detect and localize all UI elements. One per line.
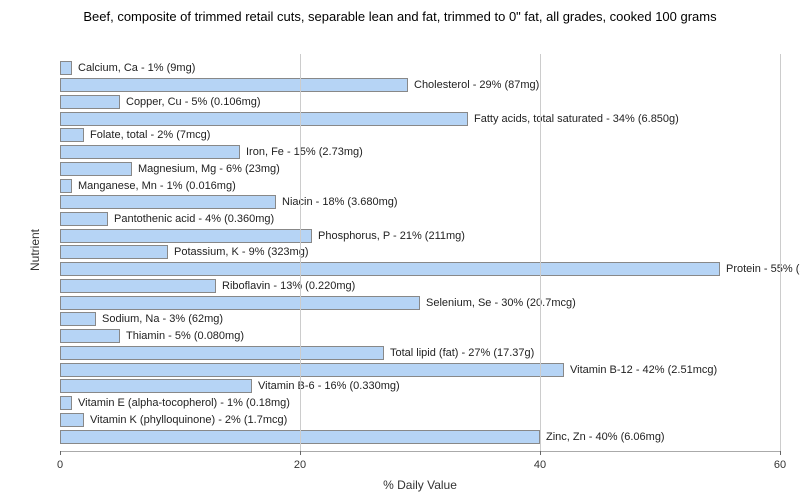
x-axis-title: % Daily Value [60,478,780,492]
bar-row: Phosphorus, P - 21% (211mg) [60,229,780,243]
bars-container: Calcium, Ca - 1% (9mg) Cholesterol - 29% … [60,60,780,445]
bar-label: Fatty acids, total saturated - 34% (6.85… [468,113,679,125]
bar-row: Vitamin E (alpha-tocopherol) - 1% (0.18m… [60,396,780,410]
x-tick [300,451,301,455]
x-tick-label: 40 [534,459,546,471]
bar-row: Potassium, K - 9% (323mg) [60,245,780,259]
bar-row: Vitamin B-12 - 42% (2.51mcg) [60,363,780,377]
bar-label: Magnesium, Mg - 6% (23mg) [132,163,280,175]
bar [60,245,168,259]
bar-row: Total lipid (fat) - 27% (17.37g) [60,346,780,360]
x-tick-label: 0 [57,459,63,471]
bar-label: Selenium, Se - 30% (20.7mcg) [420,297,576,309]
bar-row: Riboflavin - 13% (0.220mg) [60,279,780,293]
bar [60,296,420,310]
bar-label: Phosphorus, P - 21% (211mg) [312,230,465,242]
bar-row: Sodium, Na - 3% (62mg) [60,312,780,326]
chart-area: Calcium, Ca - 1% (9mg) Cholesterol - 29% … [60,52,780,450]
grid-line [300,54,301,451]
bar-label: Vitamin E (alpha-tocopherol) - 1% (0.18m… [72,397,290,409]
bar-label: Zinc, Zn - 40% (6.06mg) [540,431,665,443]
bar-row: Copper, Cu - 5% (0.106mg) [60,95,780,109]
bar-row: Cholesterol - 29% (87mg) [60,78,780,92]
bar-row: Vitamin B-6 - 16% (0.330mg) [60,379,780,393]
bar-row: Folate, total - 2% (7mcg) [60,128,780,142]
bar-label: Vitamin B-6 - 16% (0.330mg) [252,380,400,392]
y-axis-title: Nutrient [28,229,42,271]
bar-row: Protein - 55% (27.33g) [60,262,780,276]
bar-row: Pantothenic acid - 4% (0.360mg) [60,212,780,226]
bar [60,413,84,427]
x-tick [60,451,61,455]
bar [60,262,720,276]
bar-row: Calcium, Ca - 1% (9mg) [60,61,780,75]
bar [60,312,96,326]
bar [60,379,252,393]
bar-label: Thiamin - 5% (0.080mg) [120,330,244,342]
chart-title: Beef, composite of trimmed retail cuts, … [0,0,800,30]
plot-area: Calcium, Ca - 1% (9mg) Cholesterol - 29% … [60,54,780,452]
bar [60,95,120,109]
bar-label: Potassium, K - 9% (323mg) [168,246,309,258]
bar [60,346,384,360]
bar-label: Manganese, Mn - 1% (0.016mg) [72,180,236,192]
bar-row: Magnesium, Mg - 6% (23mg) [60,162,780,176]
bar [60,145,240,159]
bar-row: Iron, Fe - 15% (2.73mg) [60,145,780,159]
bar [60,279,216,293]
grid-line [780,54,781,451]
x-tick [780,451,781,455]
bar-row: Vitamin K (phylloquinone) - 2% (1.7mcg) [60,413,780,427]
bar-row: Manganese, Mn - 1% (0.016mg) [60,179,780,193]
bar [60,112,468,126]
bar [60,78,408,92]
bar-label: Niacin - 18% (3.680mg) [276,196,398,208]
bar [60,195,276,209]
bar-row: Selenium, Se - 30% (20.7mcg) [60,296,780,310]
bar-label: Calcium, Ca - 1% (9mg) [72,62,195,74]
bar-label: Cholesterol - 29% (87mg) [408,79,539,91]
bar-label: Sodium, Na - 3% (62mg) [96,313,223,325]
bar [60,128,84,142]
x-tick-label: 60 [774,459,786,471]
bar-label: Pantothenic acid - 4% (0.360mg) [108,213,274,225]
bar-row: Fatty acids, total saturated - 34% (6.85… [60,112,780,126]
bar-row: Thiamin - 5% (0.080mg) [60,329,780,343]
grid-line [540,54,541,451]
bar-label: Riboflavin - 13% (0.220mg) [216,280,355,292]
bar [60,179,72,193]
bar-label: Vitamin B-12 - 42% (2.51mcg) [564,364,717,376]
bar-label: Copper, Cu - 5% (0.106mg) [120,96,261,108]
bar-row: Zinc, Zn - 40% (6.06mg) [60,430,780,444]
bar [60,162,132,176]
bar [60,363,564,377]
x-tick [540,451,541,455]
bar-label: Total lipid (fat) - 27% (17.37g) [384,347,534,359]
bar-row: Niacin - 18% (3.680mg) [60,195,780,209]
bar [60,61,72,75]
bar [60,396,72,410]
bar [60,329,120,343]
bar-label: Protein - 55% (27.33g) [720,263,800,275]
bar [60,229,312,243]
bar-label: Folate, total - 2% (7mcg) [84,129,210,141]
bar [60,212,108,226]
x-tick-label: 20 [294,459,306,471]
bar-label: Vitamin K (phylloquinone) - 2% (1.7mcg) [84,414,287,426]
bar-label: Iron, Fe - 15% (2.73mg) [240,146,363,158]
